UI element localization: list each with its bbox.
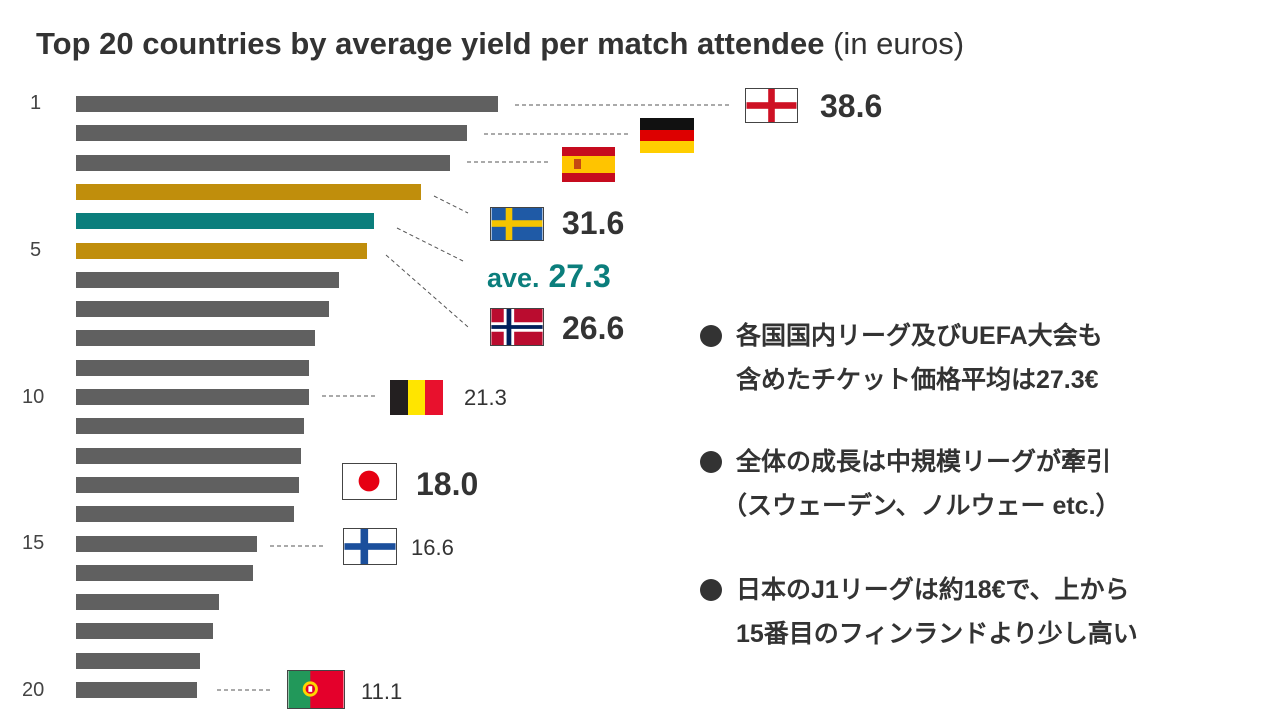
rank-label: 1: [30, 92, 42, 114]
norway-value: 26.6: [562, 310, 625, 346]
bar-rank-13: [76, 476, 300, 493]
note-1: 各国国内リーグ及びUEFA大会も 含めたチケット価格平均は27.3€: [700, 314, 1103, 402]
sweden-flag-icon: [490, 207, 544, 241]
note-3: 日本のJ1リーグは約18€で、上から 15番目のフィンランドより少し高い: [700, 568, 1138, 656]
belgium-value: 21.3: [464, 385, 507, 410]
bar-rank-6: [76, 271, 340, 288]
bar-average: [76, 213, 375, 230]
bar-rank-11: [76, 418, 305, 435]
leader-line: [385, 254, 469, 328]
rank-label: 15: [22, 532, 45, 554]
sweden-value: 31.6: [562, 205, 625, 241]
rank-label: 20: [22, 679, 45, 701]
bar-rank-19: [76, 652, 200, 669]
finland-flag-icon: [343, 528, 397, 565]
england-value: 38.6: [820, 88, 883, 124]
bar-portugal: [76, 682, 198, 698]
spain-flag-icon: [562, 147, 615, 182]
bar-rank-7: [76, 301, 329, 318]
bar-rank-16: [76, 564, 254, 581]
portugal-value: 11.1: [361, 679, 403, 704]
bar-england: [76, 96, 498, 112]
bar-belgium: [76, 389, 309, 405]
leader-line: [433, 195, 469, 214]
norway-flag-icon: [490, 308, 544, 346]
bullet-icon: [700, 325, 722, 347]
chart-title: Top 20 countries by average yield per ma…: [36, 26, 965, 61]
bullet-icon: [700, 579, 722, 601]
bar-sweden: [76, 183, 422, 200]
england-flag-icon: [745, 88, 798, 123]
bar-spain: [76, 154, 450, 171]
japan-value: 18.0: [416, 466, 479, 502]
rank-label: 5: [30, 239, 42, 261]
bar-rank-14: [76, 506, 294, 523]
bar-rank-9: [76, 359, 309, 376]
bar-rank-12: [76, 447, 302, 464]
japan-flag-icon: [342, 463, 397, 500]
belgium-flag-icon: [390, 380, 443, 415]
bar-rank-17: [76, 594, 220, 611]
bar-finland: [76, 535, 258, 552]
rank-label: 10: [22, 386, 45, 408]
note-2: 全体の成長は中規模リーグが牽引 （スウェーデン、ノルウェー etc.）: [700, 440, 1121, 528]
leader-line: [396, 227, 464, 262]
bar-norway: [76, 242, 367, 259]
bar-germany: [76, 125, 468, 142]
portugal-flag-icon: [287, 670, 345, 709]
germany-flag-icon: [640, 118, 694, 153]
bullet-icon: [700, 451, 722, 473]
finland-value: 16.6: [411, 535, 454, 560]
bar-rank-18: [76, 623, 213, 640]
bar-rank-8: [76, 330, 316, 347]
average-value: ave. 27.3: [487, 258, 611, 294]
